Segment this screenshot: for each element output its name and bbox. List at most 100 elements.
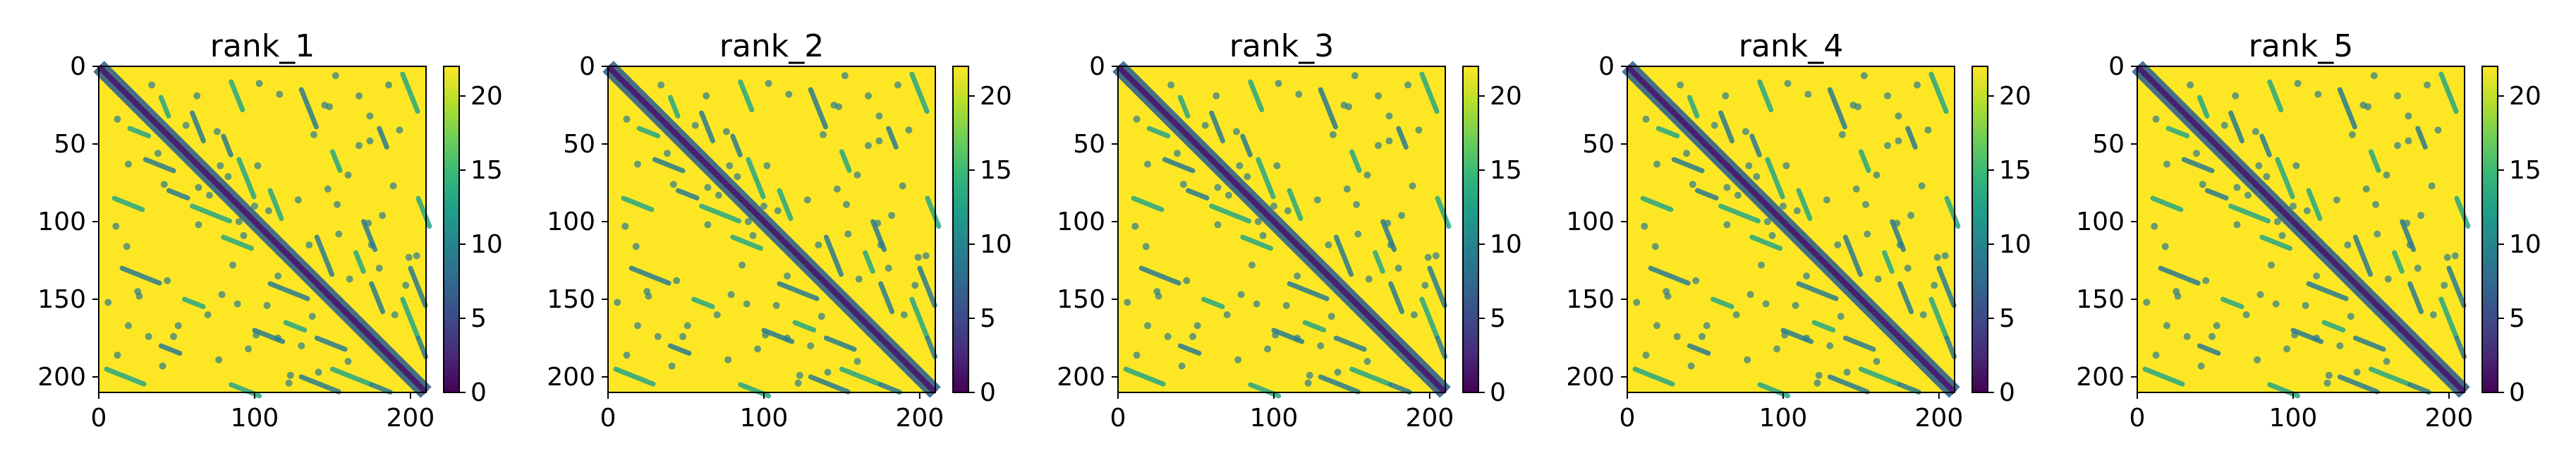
y-tick-label: 150 [547, 285, 595, 314]
contact-speck [265, 207, 272, 215]
contact-band [1248, 79, 1265, 113]
contact-speck [663, 150, 671, 157]
contact-band [1419, 296, 1440, 339]
contact-speck [803, 196, 811, 204]
contact-speck [346, 275, 353, 283]
contact-speck [1295, 90, 1303, 98]
contact-speck [853, 172, 861, 179]
contact-band [746, 157, 766, 200]
contact-speck [743, 300, 751, 308]
contact-speck [2414, 265, 2422, 272]
contact-band [1287, 281, 1330, 301]
contact-speck [1904, 265, 1912, 272]
contact-speck [2374, 230, 2381, 238]
contact-band [1694, 188, 1719, 201]
contact-speck [1746, 291, 1754, 299]
contact-speck [1773, 345, 1781, 353]
contact-speck [762, 331, 770, 339]
contact-speck [159, 362, 166, 370]
contact-band [1936, 265, 1957, 308]
x-tick-label: 100 [231, 404, 279, 433]
contact-speck [1883, 92, 1891, 100]
contact-speck [263, 301, 271, 309]
colorbar-tick-label: 0 [1490, 378, 1506, 407]
contact-speck [148, 81, 156, 89]
contact-band [2259, 133, 2272, 157]
contact-speck [379, 212, 387, 220]
contact-speck [405, 253, 413, 261]
y-tick-label: 50 [1582, 130, 1615, 159]
contact-speck [2291, 331, 2299, 339]
contact-speck [1223, 311, 1231, 318]
contact-band [1287, 188, 1304, 222]
x-tick-label: 0 [91, 404, 107, 433]
contact-speck [1723, 221, 1731, 229]
contact-band [2181, 157, 2215, 174]
contact-speck [1421, 282, 1429, 289]
contact-speck [1837, 313, 1845, 320]
contact-speck [1860, 72, 1868, 80]
contact-speck [1744, 356, 1751, 363]
contact-band [823, 335, 857, 352]
contact-speck [1363, 172, 1371, 179]
colorbar-tick-label: 0 [1999, 378, 2015, 407]
contact-speck [1919, 311, 1927, 318]
contact-speck [1924, 126, 1932, 134]
contact-band [2446, 265, 2467, 308]
contact-speck [2233, 221, 2241, 229]
contact-speck [1907, 212, 1915, 220]
contact-speck [1873, 172, 1881, 179]
contact-speck [1895, 137, 1902, 145]
contact-speck [1353, 200, 1361, 208]
contact-speck [774, 207, 782, 215]
contact-speck [253, 331, 260, 339]
colorbar-tick-label: 10 [2509, 230, 2541, 259]
contact-band [667, 343, 692, 356]
contact-speck [2283, 345, 2291, 353]
contact-speck [1854, 103, 1862, 111]
colorbar-tick-label: 0 [2509, 378, 2525, 407]
panel-title: rank_5 [2249, 28, 2353, 64]
contact-band [314, 234, 335, 277]
contact-band [190, 203, 233, 224]
contact-band [2321, 320, 2346, 333]
y-tick-label: 100 [37, 208, 86, 236]
contact-speck [1213, 92, 1220, 100]
contact-band [377, 126, 389, 150]
contact-speck [691, 121, 699, 129]
contact-speck [104, 299, 112, 306]
contact-speck [1692, 277, 1700, 284]
contact-speck [1823, 196, 1830, 204]
contact-band [2337, 374, 2380, 395]
contact-speck [195, 184, 202, 191]
contact-speck [888, 212, 896, 220]
contact-speck [824, 368, 832, 376]
contact-speck [2362, 185, 2370, 193]
contact-speck [2252, 128, 2259, 136]
contact-speck [1334, 368, 1342, 376]
contact-speck [1723, 184, 1731, 191]
contact-band [298, 374, 341, 395]
contact-band [1349, 149, 1362, 173]
contact-speck [1653, 160, 1660, 168]
contact-speck [1404, 81, 1411, 89]
contact-speck [344, 358, 352, 365]
axes-frame [1117, 66, 1446, 393]
x-tick-label: 200 [387, 404, 435, 433]
contact-speck [1214, 184, 1222, 191]
contact-speck [235, 218, 243, 225]
contact-speck [1385, 112, 1393, 120]
contact-speck [355, 92, 363, 100]
contact-speck [112, 222, 120, 230]
colorbar-tick-label: 20 [2509, 82, 2541, 111]
contact-speck [855, 275, 863, 283]
contact-speck [1838, 131, 1846, 138]
contact-speck [1826, 342, 1834, 349]
contact-band [1318, 374, 1361, 395]
contact-speck [308, 313, 316, 320]
contact-speck [205, 191, 213, 199]
contact-speck [1124, 299, 1131, 306]
contact-speck [1779, 203, 1787, 210]
panel-title: rank_4 [1739, 28, 1843, 64]
